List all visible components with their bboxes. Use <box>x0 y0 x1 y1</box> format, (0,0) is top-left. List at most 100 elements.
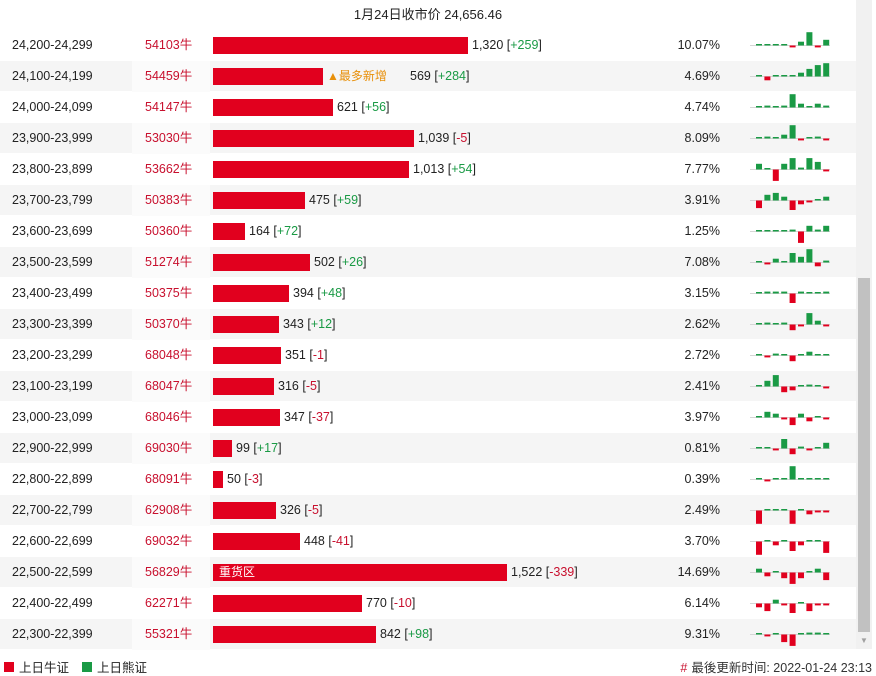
value-label: 475 [+59] <box>309 193 362 207</box>
percentage: 1.25% <box>684 224 720 238</box>
warrant-code-link[interactable]: 68048牛 <box>145 348 193 362</box>
warrant-code-link[interactable]: 68091牛 <box>145 472 193 486</box>
value-change: -37 <box>311 410 330 424</box>
warrant-code-link[interactable]: 50360牛 <box>145 224 193 238</box>
value-label: 1,013 [+54] <box>413 162 476 176</box>
sparkline-bar <box>772 599 779 604</box>
sparkline-bar <box>789 466 796 480</box>
value-change: -339 <box>549 565 575 579</box>
value-bar <box>213 68 323 85</box>
table-row: 22,800-22,899 68091牛 50 [-3] 0.39% <box>0 464 856 495</box>
sparkline-bar <box>789 634 796 646</box>
sparkline-bar <box>764 291 771 294</box>
sparkline-bar <box>756 510 762 524</box>
value-change: -5 <box>305 379 317 393</box>
sparkline-bar <box>764 136 771 139</box>
sparkline-bar <box>772 413 779 418</box>
value-bar <box>213 161 409 178</box>
warrant-code-cell: 54459牛 <box>132 61 210 92</box>
sparkline-bar <box>823 354 830 356</box>
value-label: 99 [+17] <box>236 441 282 455</box>
sparkline-bar <box>756 163 762 170</box>
sparkline-bar <box>814 478 821 480</box>
sparkline-bar <box>823 105 830 108</box>
sparkline-bar <box>756 106 762 108</box>
strike-range: 23,900-23,999 <box>12 131 93 145</box>
warrant-code-link[interactable]: 50370牛 <box>145 317 193 331</box>
sparkline-bar <box>781 354 788 356</box>
sparkline-bar <box>798 256 804 263</box>
warrant-code-link[interactable]: 51274牛 <box>145 255 193 269</box>
sparkline-bar <box>814 632 821 635</box>
table-row: 23,800-23,899 53662牛 1,013 [+54] 7.77% <box>0 154 856 185</box>
sparkline-bar <box>789 293 796 303</box>
sparkline-bar <box>764 44 771 46</box>
sparkline-bar <box>823 442 830 449</box>
table-row: 23,500-23,599 51274牛 502 [+26] 7.08% <box>0 247 856 278</box>
sparkline-bar <box>789 158 796 170</box>
legend-bear: 上日熊证 <box>82 657 147 676</box>
value-label: 343 [+12] <box>283 317 336 331</box>
sparkline-bar <box>756 633 762 635</box>
sparkline-bar <box>772 169 779 181</box>
warrant-code-link[interactable]: 54147牛 <box>145 100 193 114</box>
warrant-code-link[interactable]: 53030牛 <box>145 131 193 145</box>
warrant-code-link[interactable]: 62271牛 <box>145 596 193 610</box>
vertical-scrollbar[interactable]: ▼ <box>856 0 872 649</box>
sparkline-bar <box>756 354 762 356</box>
percentage: 3.97% <box>684 410 720 424</box>
warrant-code-link[interactable]: 55321牛 <box>145 627 193 641</box>
value-bar <box>213 316 279 333</box>
warrant-code-link[interactable]: 68047牛 <box>145 379 193 393</box>
sparkline-bar <box>764 603 771 612</box>
sparkline-bar <box>806 106 813 108</box>
sparkline-bar <box>814 540 821 542</box>
warrant-code-link[interactable]: 56829牛 <box>145 565 193 579</box>
warrant-code-link[interactable]: 69030牛 <box>145 441 193 455</box>
value-change: +54 <box>451 162 473 176</box>
value-label: 621 [+56] <box>337 100 390 114</box>
sparkline-bar <box>814 385 821 387</box>
sparkline-bar <box>772 192 779 201</box>
scroll-down-arrow-icon[interactable]: ▼ <box>860 636 868 645</box>
sparkline-bar <box>772 323 779 325</box>
sparkline-bar <box>772 137 779 139</box>
strike-range: 23,200-23,299 <box>12 348 93 362</box>
sparkline-bar <box>798 509 804 511</box>
strike-range: 22,900-22,999 <box>12 441 93 455</box>
warrant-code-link[interactable]: 53662牛 <box>145 162 193 176</box>
warrant-code-link[interactable]: 54103牛 <box>145 38 193 52</box>
warrant-code-link[interactable]: 54459牛 <box>145 69 193 83</box>
table-row: 23,300-23,399 50370牛 343 [+12] 2.62% <box>0 309 856 340</box>
sparkline-bar <box>798 72 804 77</box>
warrant-code-link[interactable]: 68046牛 <box>145 410 193 424</box>
sparkline-bar <box>798 103 804 108</box>
sparkline-bar <box>756 230 762 232</box>
sparkline-bar <box>814 65 821 77</box>
value-label: 347 [-37] <box>284 410 334 424</box>
warrant-code-link[interactable]: 50383牛 <box>145 193 193 207</box>
warrant-code-link[interactable]: 62908牛 <box>145 503 193 517</box>
strike-range: 22,800-22,899 <box>12 472 93 486</box>
last-updated: # 最後更新时间: 2022-01-24 23:13 <box>680 657 872 676</box>
sparkline-bar <box>823 138 830 141</box>
scrollbar-thumb[interactable] <box>858 278 870 632</box>
sparkline-bar <box>806 225 813 232</box>
sparkline-bar <box>789 448 796 455</box>
sparkline-bar <box>789 229 796 232</box>
strike-range: 22,600-22,699 <box>12 534 93 548</box>
percentage: 0.39% <box>684 472 720 486</box>
sparkline <box>750 509 830 524</box>
sparkline <box>750 351 830 362</box>
percentage: 2.41% <box>684 379 720 393</box>
value-bar <box>213 471 223 488</box>
sparkline-bar <box>806 571 813 573</box>
warrant-code-link[interactable]: 69032牛 <box>145 534 193 548</box>
warrant-code-link[interactable]: 50375牛 <box>145 286 193 300</box>
sparkline-bar <box>806 448 813 451</box>
sparkline <box>750 249 830 267</box>
sparkline-bar <box>781 540 788 542</box>
value-bar <box>213 99 333 116</box>
warrant-code-cell: 50383牛 <box>132 185 210 216</box>
sparkline-bar <box>772 75 779 77</box>
